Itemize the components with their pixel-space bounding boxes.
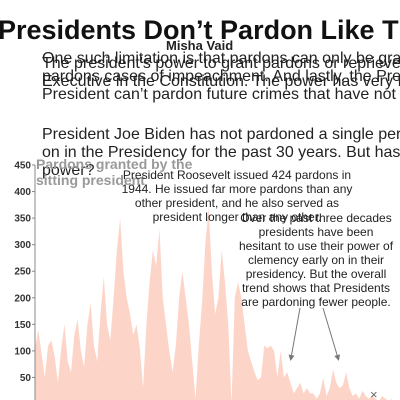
body-paragraph: One such limitation is that pardons can … [42, 50, 400, 104]
body-line: on in the Presidency for the past 30 yea… [42, 144, 400, 161]
body-paragraph: President Joe Biden has not pardoned a s… [42, 126, 400, 180]
y-tick-label: 300 [14, 240, 31, 251]
y-tick-label: 450 [14, 161, 31, 172]
body-line: One such limitation is that pardons can … [42, 50, 400, 67]
series-area-0 [35, 207, 392, 400]
body-line: power? [42, 162, 95, 179]
y-tick-label: 400 [14, 187, 31, 198]
body-line: The president's power to grant pardons o… [42, 55, 400, 72]
recent-decades-annotation: Over the past three decades presidents h… [238, 211, 394, 309]
roosevelt-annotation: President Roosevelt issued 424 pardons i… [121, 168, 353, 224]
annotation-arrow-right [322, 307, 341, 361]
y-tick-label: 200 [14, 293, 31, 304]
body-line: Executive in the Constitution. The power… [42, 73, 400, 90]
y-tick-label: 100 [14, 346, 31, 357]
series-legend-label: Pardons granted by the sitting president [36, 156, 193, 188]
y-tick-label: 50 [20, 373, 32, 384]
body-line: President can’t pardon future crimes tha… [42, 86, 396, 103]
body-line: President Joe Biden has not pardoned a s… [42, 126, 400, 143]
article-headline: Presidents Don’t Pardon Like They Used T… [0, 15, 400, 45]
author-byline: Misha Vaid [166, 38, 234, 53]
annotation-arrow-left [288, 307, 301, 361]
y-tick-label: 350 [14, 214, 31, 225]
y-tick-label: 250 [14, 267, 31, 278]
y-tick-label: 150 [14, 320, 31, 331]
body-line: pardons cases of impeachment. And lastly… [42, 68, 400, 85]
close-icon[interactable]: × [370, 387, 378, 400]
body-paragraph: The president's power to grant pardons o… [42, 55, 400, 91]
